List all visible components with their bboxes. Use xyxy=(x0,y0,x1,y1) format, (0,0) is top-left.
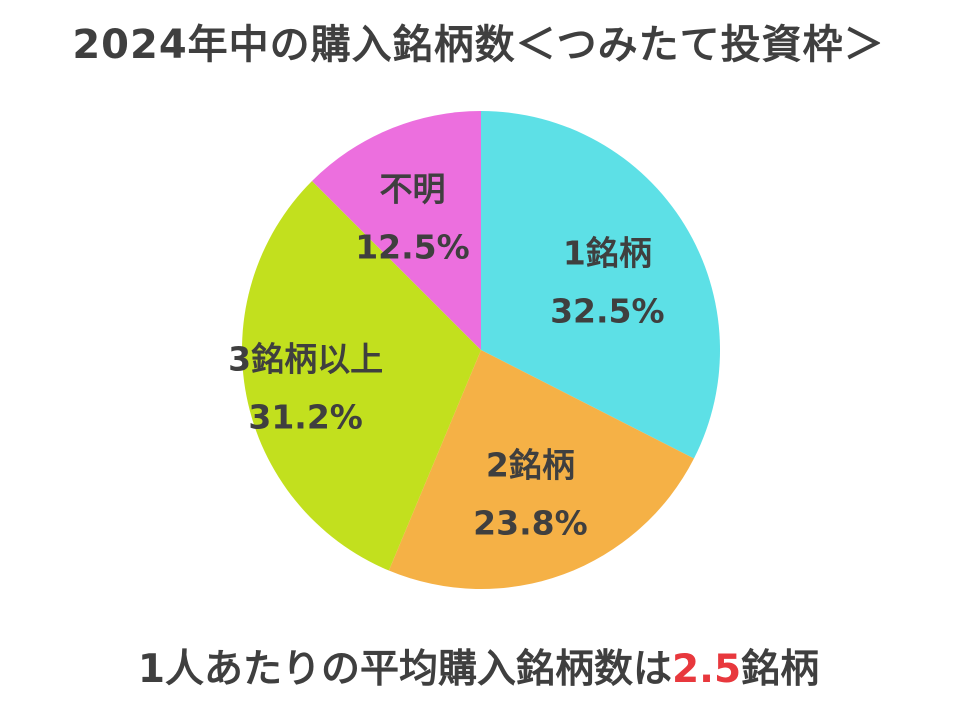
pie-labels: 1銘柄 32.5% 2銘柄 23.8% 3銘柄以上 31.2% 不明 12.5% xyxy=(228,170,664,543)
slice-percent-3: 31.2% xyxy=(248,398,363,437)
chart-title: 2024年中の購入銘柄数＜つみたて投資枠＞ xyxy=(72,22,885,68)
average-summary: 1人あたりの平均購入銘柄数は2.5銘柄 xyxy=(0,638,957,694)
pie-slice-1 xyxy=(481,111,720,459)
summary-value: 2.5 xyxy=(672,647,742,692)
slice-percent-4: 12.5% xyxy=(355,228,470,267)
pie-slice-4 xyxy=(312,111,481,350)
pie-slice-3 xyxy=(241,181,481,571)
slice-label-2: 2銘柄 xyxy=(486,446,575,485)
pie-slice-2 xyxy=(388,350,694,589)
slice-percent-2: 23.8% xyxy=(473,504,588,543)
pie-slices xyxy=(241,111,720,589)
slice-label-3: 3銘柄以上 xyxy=(228,340,383,379)
summary-suffix: 銘柄 xyxy=(741,647,820,692)
slice-label-4: 不明 xyxy=(379,170,445,209)
slice-label-1: 1銘柄 xyxy=(563,234,652,273)
summary-prefix: 1人あたりの平均購入銘柄数は xyxy=(137,647,673,692)
slice-percent-1: 32.5% xyxy=(550,292,665,331)
